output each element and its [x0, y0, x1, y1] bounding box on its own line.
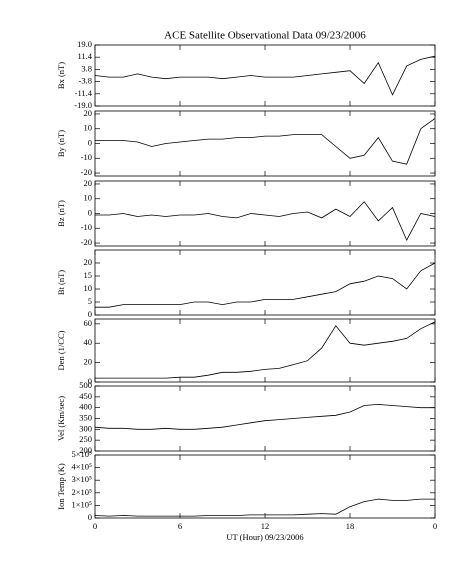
y-tick-label: 20 [84, 257, 93, 267]
x-tick-label: 6 [178, 521, 182, 531]
panel-frame [94, 110, 436, 177]
panel-frame [94, 385, 436, 452]
data-line [95, 118, 436, 165]
data-line [94, 403, 435, 430]
y-axis-label: Bt (nT) [56, 270, 66, 295]
y-tick-label: 20 [84, 108, 93, 118]
y-tick-label: 5×10⁵ [71, 449, 92, 459]
x-tick-label: 0 [433, 521, 437, 531]
x-tick-label: 12 [261, 521, 270, 531]
y-tick-label: 500 [79, 380, 92, 390]
y-tick-label: 200 [79, 445, 92, 455]
y-tick-label: 0 [88, 207, 92, 217]
panel-frame [94, 318, 436, 383]
y-tick-label: -20 [81, 237, 92, 247]
y-axis-label: Bx (nT) [56, 62, 66, 89]
y-tick-label: 1×10⁵ [71, 499, 92, 509]
y-tick-label: 4×10⁵ [71, 462, 92, 472]
y-axis-label: Vel (Km/sec) [56, 396, 66, 441]
y-tick-label: -3.8 [79, 76, 92, 86]
data-line [95, 262, 436, 308]
data-line [95, 201, 436, 242]
y-tick-label: 60 [84, 318, 93, 328]
y-tick-label: 40 [84, 337, 93, 347]
y-tick-label: 0 [88, 309, 92, 319]
y-tick-label: 11.4 [77, 51, 92, 61]
y-tick-label: 3×10⁵ [71, 474, 92, 484]
y-tick-label: 350 [79, 412, 92, 422]
y-tick-label: 10 [84, 193, 93, 203]
y-tick-label: 400 [79, 402, 92, 412]
y-tick-label: -10 [81, 152, 92, 162]
chart-title: ACE Satellite Observational Data 09/23/2… [164, 30, 366, 42]
y-tick-label: 450 [79, 391, 92, 401]
y-tick-label: -19.0 [74, 100, 92, 110]
y-tick-label: 3.8 [81, 63, 92, 73]
data-line [94, 55, 436, 96]
y-axis-label: Den (1/CC) [56, 330, 66, 370]
x-tick-label: 0 [93, 521, 97, 531]
y-tick-label: -20 [81, 167, 92, 177]
y-tick-label: 20 [84, 178, 93, 188]
y-tick-label: 250 [79, 434, 92, 444]
y-tick-label: 20 [84, 357, 93, 367]
x-axis-label: UT (Hour) 09/23/2006 [226, 532, 303, 542]
x-tick-label: 18 [346, 521, 355, 531]
y-tick-label: 5 [88, 296, 92, 306]
y-tick-label: 0 [88, 376, 92, 386]
data-line [94, 498, 435, 517]
y-tick-label: -11.4 [75, 88, 93, 98]
y-tick-label: 10 [84, 123, 93, 133]
y-tick-label: 300 [79, 423, 92, 433]
y-tick-label: 15 [84, 270, 93, 280]
y-tick-label: -10 [81, 222, 92, 232]
y-axis-label: By (nT) [56, 130, 66, 157]
panel-frame [94, 249, 436, 316]
y-tick-label: 2×10⁵ [71, 487, 92, 497]
y-axis-label: Ion Temp (K) [56, 463, 66, 510]
y-tick-label: 0 [88, 512, 92, 522]
panel-frame [94, 454, 436, 519]
panel-frame [94, 180, 436, 247]
y-tick-label: 0 [88, 137, 92, 147]
data-line [95, 321, 436, 379]
y-tick-label: 10 [84, 283, 93, 293]
y-axis-label: Bz (nT) [56, 200, 66, 227]
y-tick-label: 19.0 [77, 39, 92, 49]
